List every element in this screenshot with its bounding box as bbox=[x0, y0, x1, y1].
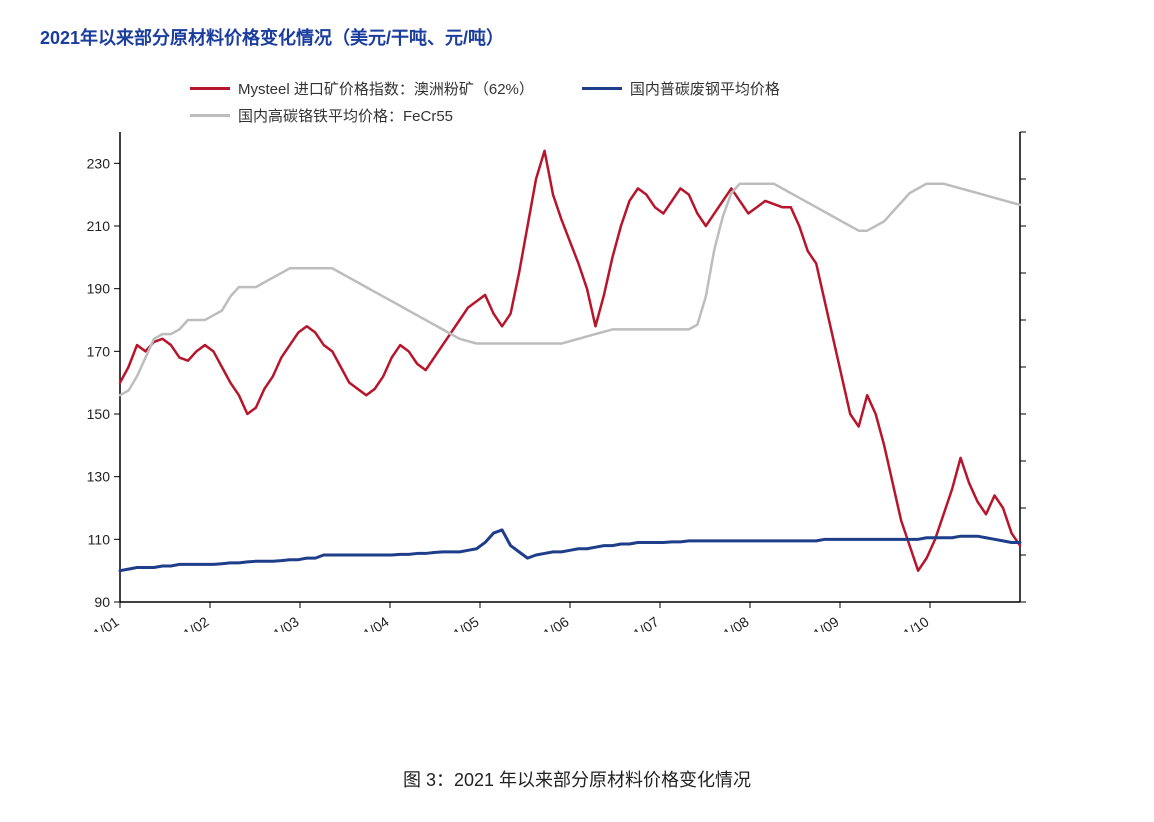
svg-text:150: 150 bbox=[87, 406, 111, 422]
svg-text:2021/07: 2021/07 bbox=[611, 613, 662, 632]
svg-text:2021/02: 2021/02 bbox=[161, 613, 212, 632]
svg-text:2021/06: 2021/06 bbox=[521, 613, 572, 632]
svg-text:2021/09: 2021/09 bbox=[791, 613, 842, 632]
legend: Mysteel 进口矿价格指数：澳洲粉矿（62%） 国内普碳废钢平均价格 国内高… bbox=[190, 78, 820, 132]
legend-label-series3: 国内高碳铬铁平均价格：FeCr55 bbox=[238, 105, 453, 126]
legend-item-series3: 国内高碳铬铁平均价格：FeCr55 bbox=[190, 105, 453, 126]
svg-text:190: 190 bbox=[87, 281, 111, 297]
svg-text:2021/10: 2021/10 bbox=[881, 613, 932, 632]
svg-text:90: 90 bbox=[94, 594, 110, 610]
legend-item-series2: 国内普碳废钢平均价格 bbox=[582, 78, 780, 99]
legend-swatch-series1 bbox=[190, 87, 230, 90]
svg-text:2021/03: 2021/03 bbox=[251, 613, 302, 632]
legend-label-series1: Mysteel 进口矿价格指数：澳洲粉矿（62%） bbox=[238, 78, 534, 99]
legend-swatch-series3 bbox=[190, 114, 230, 117]
legend-swatch-series2 bbox=[582, 87, 622, 90]
chart-svg: 9011013015017019021023020003000400050006… bbox=[70, 72, 1030, 632]
svg-text:130: 130 bbox=[87, 469, 111, 485]
legend-label-series2: 国内普碳废钢平均价格 bbox=[630, 78, 780, 99]
svg-text:210: 210 bbox=[87, 218, 111, 234]
figure-caption: 图 3：2021 年以来部分原材料价格变化情况 bbox=[0, 766, 1154, 792]
svg-text:2021/05: 2021/05 bbox=[431, 613, 482, 632]
svg-text:2021/04: 2021/04 bbox=[341, 613, 392, 632]
chart-area: Mysteel 进口矿价格指数：澳洲粉矿（62%） 国内普碳废钢平均价格 国内高… bbox=[70, 72, 1030, 632]
legend-item-series1: Mysteel 进口矿价格指数：澳洲粉矿（62%） bbox=[190, 78, 534, 99]
chart-title: 2021年以来部分原材料价格变化情况（美元/干吨、元/吨） bbox=[40, 24, 504, 50]
svg-text:110: 110 bbox=[88, 531, 111, 547]
svg-text:2021/08: 2021/08 bbox=[701, 613, 752, 632]
svg-text:2021/01: 2021/01 bbox=[71, 613, 122, 632]
svg-text:170: 170 bbox=[87, 343, 111, 359]
svg-text:230: 230 bbox=[87, 155, 111, 171]
